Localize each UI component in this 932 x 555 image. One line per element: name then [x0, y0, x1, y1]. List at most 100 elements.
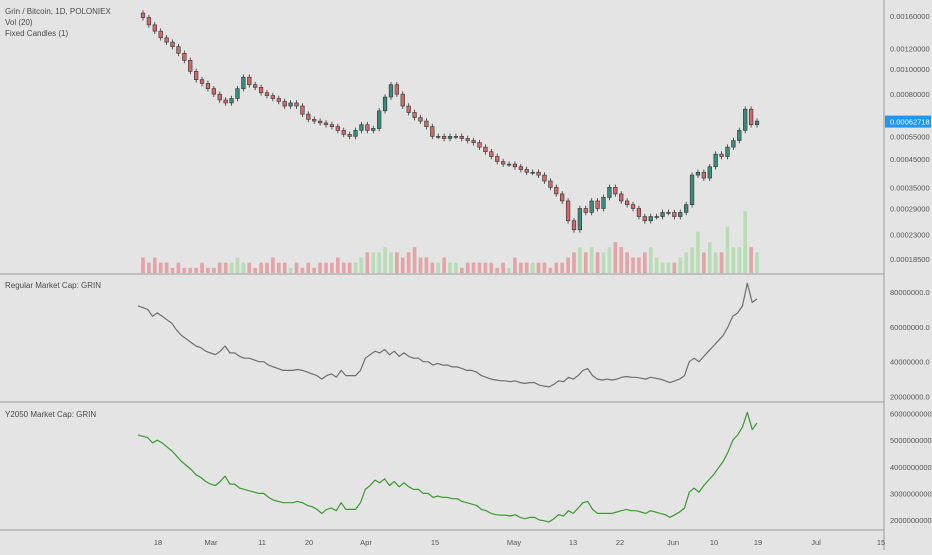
candle-body — [140, 12, 146, 18]
candle-body — [199, 79, 205, 84]
volume-bar — [335, 257, 340, 273]
candle-body — [725, 146, 730, 157]
volume-bar — [578, 247, 582, 273]
price-tick-label: 0.00055000 — [890, 132, 930, 141]
candle-body — [613, 186, 618, 195]
volume-bar — [182, 267, 187, 273]
volume-bar — [294, 262, 299, 273]
candle-body — [642, 216, 647, 222]
price-tick-label: 0.00029000 — [890, 204, 930, 213]
volume-bar — [548, 267, 553, 273]
time-tick-label: 11 — [258, 538, 266, 547]
time-tick-label: May — [507, 538, 521, 547]
price-tick-label: 0.00045000 — [890, 155, 930, 164]
volume-bar — [259, 262, 263, 273]
volume-bar — [330, 262, 334, 273]
candle-body — [270, 95, 276, 99]
candle-body — [170, 41, 175, 47]
y2050-cap-tick-label: 4000000000.0 — [890, 463, 932, 472]
volume-bar — [637, 257, 641, 273]
candle-body — [465, 138, 470, 141]
volume-bar — [572, 252, 576, 273]
volume-bar — [613, 242, 618, 273]
volume-bar — [253, 267, 258, 273]
candle-body — [353, 130, 358, 137]
candle-body — [205, 83, 211, 89]
time-tick-label: 15 — [877, 538, 885, 547]
time-tick-label: 18 — [154, 538, 162, 547]
volume-bar — [678, 257, 683, 273]
volume-bar — [477, 262, 482, 273]
candle-body — [660, 212, 665, 217]
candle-body — [424, 120, 429, 127]
candle-body — [306, 113, 311, 120]
volume-bar — [702, 252, 706, 273]
volume-bar — [212, 267, 216, 273]
candle-body — [211, 88, 216, 95]
volume-bar — [365, 252, 370, 273]
volume-bar — [583, 252, 588, 273]
volume-bar — [625, 252, 629, 273]
candle-body — [743, 108, 748, 131]
candle-body — [282, 101, 287, 107]
y2050-cap-tick-label: 2000000000.0 — [890, 516, 932, 525]
volume-bar — [631, 257, 635, 273]
volume-bar — [595, 252, 600, 273]
price-tick-label: 0.00080000 — [890, 90, 930, 99]
volume-bar — [324, 262, 328, 273]
candle-body — [678, 212, 683, 217]
volume-bar — [412, 247, 417, 273]
candle-body — [506, 163, 512, 166]
volume-bar — [359, 257, 364, 273]
price-tick-label: 0.00023000 — [890, 231, 930, 240]
volume-bar — [642, 252, 647, 273]
volume-bar — [719, 252, 724, 273]
volume-bar — [188, 267, 193, 273]
volume-bar — [223, 262, 228, 273]
y2050-cap-legend: Y2050 Market Cap: GRIN — [5, 409, 96, 420]
candle-body — [365, 124, 370, 131]
candle-body — [471, 140, 476, 143]
volume-bar — [347, 262, 352, 273]
volume-bar — [164, 262, 169, 273]
volume-bar — [731, 247, 736, 273]
volume-bar — [371, 252, 376, 273]
volume-bar — [229, 262, 234, 273]
candle-body — [607, 186, 612, 198]
candle-body — [312, 119, 317, 122]
candle-body — [648, 216, 653, 222]
volume-bar — [666, 262, 671, 273]
volume-bar — [619, 247, 624, 273]
regular-cap-tick-label: 80000000.0 — [890, 288, 930, 297]
candle-body — [636, 208, 642, 217]
candle-body — [223, 99, 228, 104]
volume-bar — [418, 257, 423, 273]
regular-cap-title: Regular Market Cap: GRIN — [5, 281, 102, 290]
volume-bar — [524, 262, 529, 273]
main-legend: Grin / Bitcoin, 1D, POLONIEX Vol (20) Fi… — [5, 6, 111, 39]
volume-bar — [459, 267, 464, 273]
regular-cap-line — [137, 282, 758, 388]
volume-bar — [660, 262, 665, 273]
candle-body — [748, 108, 754, 126]
regular-cap-tick-label: 40000000.0 — [890, 358, 930, 367]
candle-body — [624, 200, 630, 205]
candle-body — [684, 204, 689, 213]
volume-bar — [152, 257, 157, 273]
candle-body — [288, 102, 293, 107]
candle-body — [276, 98, 281, 102]
volume-bar — [206, 267, 210, 273]
candle-body — [536, 171, 541, 176]
candle-body — [630, 204, 636, 209]
candle-body — [512, 163, 518, 168]
candle-body — [294, 102, 299, 107]
candle-body — [754, 120, 760, 126]
volume-bar — [200, 262, 204, 273]
candle-body — [430, 126, 435, 137]
volume-bar — [424, 257, 429, 273]
candle-body — [371, 128, 376, 131]
candle-body — [719, 153, 724, 157]
volume-bar — [566, 257, 570, 273]
candle-body — [188, 60, 193, 72]
y2050-cap-tick-label: 6000000000.0 — [890, 410, 932, 419]
